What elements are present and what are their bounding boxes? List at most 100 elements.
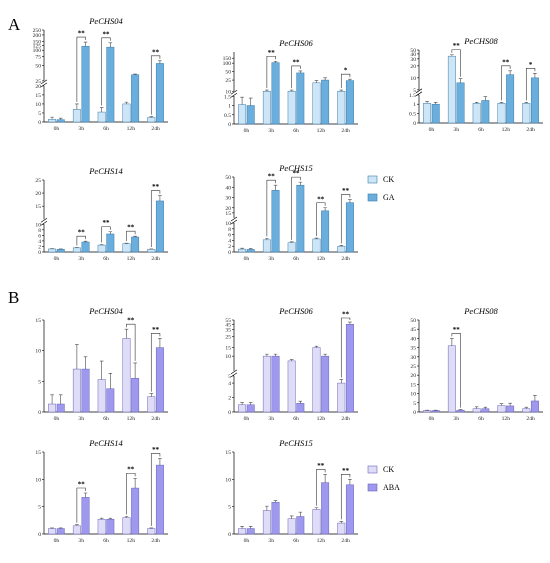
significance-label: ** <box>502 58 510 66</box>
error-bar <box>124 516 129 518</box>
y-tick-label: 10 <box>35 477 41 483</box>
error-bar <box>298 400 303 404</box>
significance-label: ** <box>152 446 160 454</box>
error-bar <box>450 338 454 346</box>
chart-title: PeCHS15 <box>278 438 313 448</box>
x-tick-label: 3h <box>268 256 274 262</box>
y-tick-label: 35 <box>410 346 416 352</box>
y-tick-label: 0 <box>38 250 41 256</box>
bar-treatment <box>345 202 354 253</box>
error-bar <box>474 406 479 409</box>
x-tick-label: 3h <box>78 256 84 262</box>
error-bar <box>83 356 88 370</box>
error-bar <box>298 181 303 186</box>
y-tick-label: 15 <box>35 93 41 99</box>
bar-ck <box>48 403 57 413</box>
error-bar <box>483 96 488 101</box>
error-bar <box>265 505 269 511</box>
significance-label: ** <box>152 48 160 56</box>
bar-treatment <box>296 184 305 253</box>
y-tick-label: 10 <box>225 89 231 95</box>
bar-ck <box>48 119 57 123</box>
y-tick-label: 30 <box>225 196 231 202</box>
x-tick-label: 0h <box>244 256 250 262</box>
error-bar <box>339 245 344 247</box>
bar-treatment <box>56 528 65 535</box>
bar-treatment <box>56 119 65 123</box>
significance-label: ** <box>127 466 135 474</box>
legend-swatch-treatment <box>367 483 378 492</box>
bar-ck <box>147 117 156 123</box>
error-bar <box>348 321 352 325</box>
y-tick-label: 15 <box>35 450 41 456</box>
significance-label: ** <box>78 481 86 489</box>
x-tick-label: 3h <box>78 126 84 132</box>
bar-treatment <box>431 103 440 124</box>
bar-ck <box>312 509 321 535</box>
bar-treatment <box>155 63 164 123</box>
bar-ck <box>497 405 506 413</box>
bar-ck <box>423 410 432 413</box>
bar-ck <box>48 528 57 535</box>
significance-bracket <box>101 37 111 106</box>
bar-ck <box>97 111 106 123</box>
significance-bracket <box>76 235 86 246</box>
error-bar <box>339 89 344 92</box>
axis-break-mark <box>40 79 48 88</box>
bar-ck <box>48 248 57 253</box>
error-bar <box>50 394 54 405</box>
error-bar <box>348 78 352 81</box>
bar-ck <box>122 103 131 123</box>
y-tick-label: 20 <box>225 206 231 212</box>
bar-ck <box>147 248 156 253</box>
x-tick-label: 12h <box>502 127 511 133</box>
bar-ck <box>423 103 432 124</box>
error-bar <box>265 353 269 357</box>
x-tick-label: 24h <box>341 128 350 134</box>
error-bar <box>158 60 162 64</box>
bar-treatment <box>155 464 164 535</box>
y-tick-label: 55 <box>225 318 231 324</box>
x-tick-label: 12h <box>317 256 326 262</box>
error-bar <box>273 60 278 63</box>
error-bar <box>158 458 162 466</box>
legend-swatch-ck <box>367 465 378 474</box>
significance-bracket <box>501 65 511 101</box>
y-tick-label: 4 <box>228 381 231 387</box>
bar-ck <box>312 238 321 253</box>
bar-treatment <box>431 410 440 413</box>
significance-bracket <box>340 317 351 378</box>
y-tick-label: 100 <box>33 48 42 54</box>
error-bar <box>248 248 253 250</box>
bar-treatment <box>271 62 280 125</box>
error-bar <box>83 41 88 47</box>
y-tick-label: 0.5 <box>224 113 231 119</box>
x-tick-label: 12h <box>317 128 326 134</box>
x-tick-label: 3h <box>268 538 274 544</box>
significance-label: ** <box>78 30 86 38</box>
significance-label: ** <box>317 462 325 470</box>
y-tick-label: 20 <box>410 64 416 70</box>
y-tick-label: 10 <box>35 222 41 228</box>
y-tick-label: 25 <box>225 335 231 341</box>
y-tick-label: 0 <box>228 250 231 256</box>
bar-ck <box>472 408 481 413</box>
bar-treatment <box>155 347 164 413</box>
x-tick-label: 0h <box>54 538 60 544</box>
bar-ck <box>262 355 271 413</box>
significance-label: ** <box>342 311 350 319</box>
x-tick-label: 24h <box>526 127 535 133</box>
error-bar <box>298 511 303 517</box>
bar-treatment <box>481 100 490 124</box>
error-bar <box>533 395 537 401</box>
error-bar <box>58 527 63 529</box>
y-tick-label: 1.5 <box>224 94 231 100</box>
y-tick-label: 0 <box>38 120 41 126</box>
error-bar <box>314 237 319 239</box>
y-tick-label: 1 <box>228 104 231 110</box>
significance-label: ** <box>453 326 461 334</box>
error-bar <box>149 393 154 397</box>
y-tick-label: 4 <box>228 238 231 244</box>
